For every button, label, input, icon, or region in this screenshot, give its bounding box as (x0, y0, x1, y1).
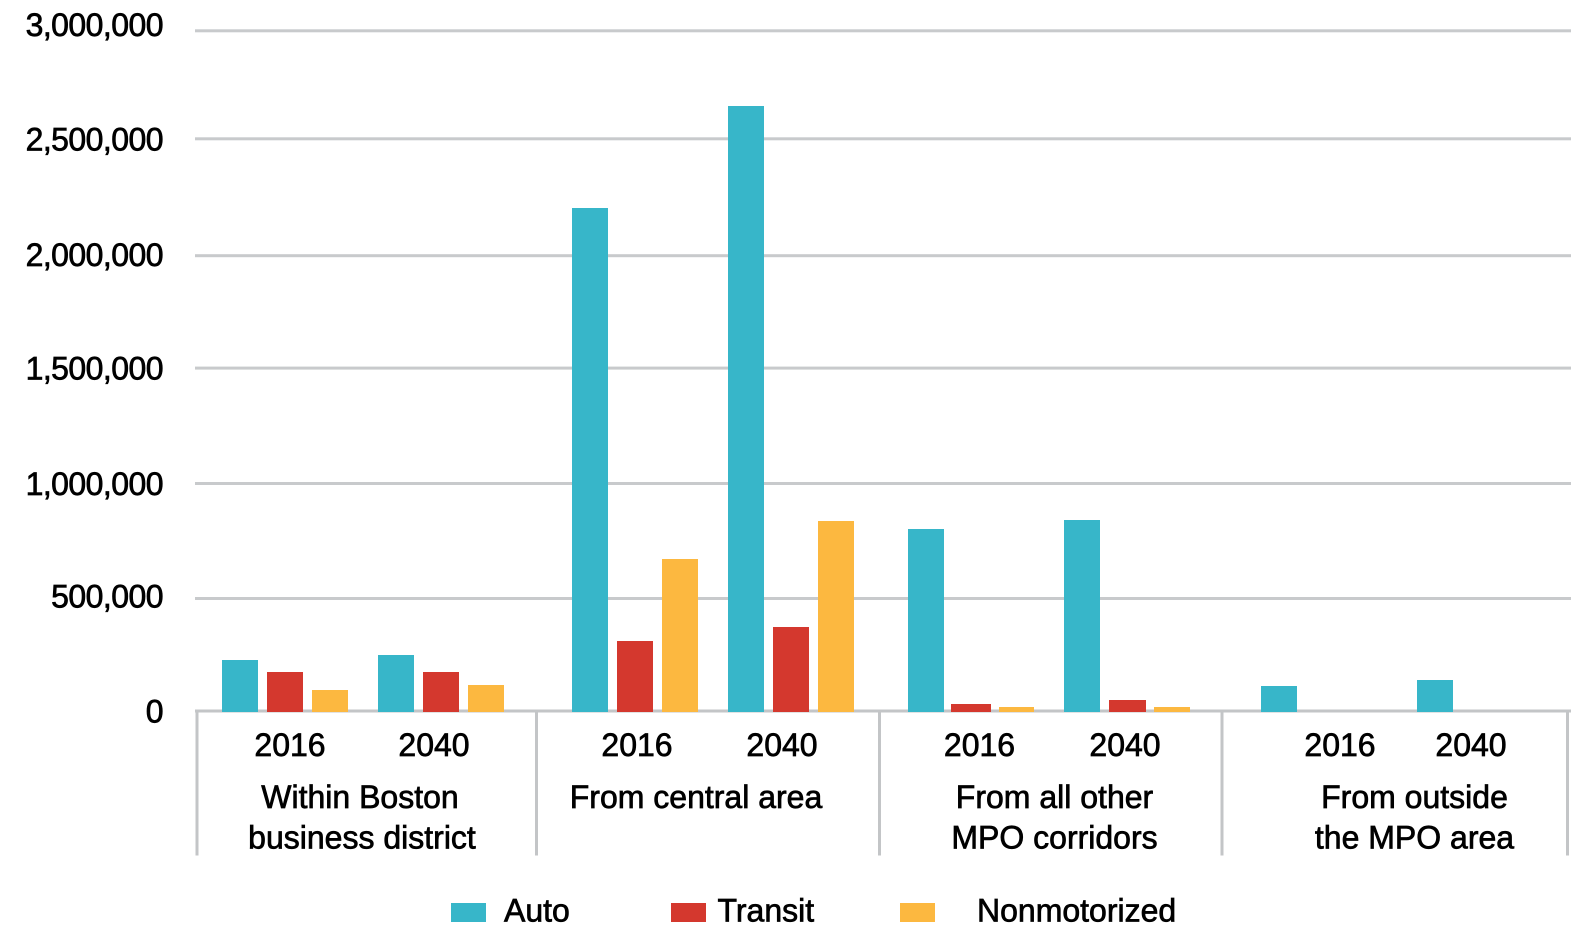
svg-text:2040: 2040 (746, 727, 817, 763)
svg-text:business district: business district (248, 820, 476, 856)
svg-text:MPO corridors: MPO corridors (951, 820, 1157, 856)
svg-text:3,000,000: 3,000,000 (26, 7, 163, 43)
svg-text:Within Boston: Within Boston (261, 779, 458, 815)
svg-text:1,500,000: 1,500,000 (26, 351, 163, 387)
svg-text:2,000,000: 2,000,000 (26, 237, 163, 273)
svg-text:2040: 2040 (398, 727, 469, 763)
svg-text:Transit: Transit (718, 893, 815, 929)
svg-text:2,500,000: 2,500,000 (26, 122, 163, 158)
svg-text:2016: 2016 (254, 727, 325, 763)
svg-text:From outside: From outside (1321, 779, 1508, 815)
svg-text:Auto: Auto (504, 893, 570, 929)
svg-text:2040: 2040 (1435, 727, 1506, 763)
svg-text:2040: 2040 (1089, 727, 1160, 763)
svg-text:From all other: From all other (956, 779, 1154, 815)
svg-text:2016: 2016 (1304, 727, 1375, 763)
svg-text:500,000: 500,000 (51, 578, 163, 614)
svg-text:0: 0 (146, 693, 163, 729)
svg-text:the MPO area: the MPO area (1315, 820, 1514, 856)
svg-text:1,000,000: 1,000,000 (26, 466, 163, 502)
svg-text:2016: 2016 (601, 727, 672, 763)
svg-text:Nonmotorized: Nonmotorized (977, 893, 1176, 929)
svg-text:From central area: From central area (570, 779, 823, 815)
svg-text:2016: 2016 (944, 727, 1015, 763)
